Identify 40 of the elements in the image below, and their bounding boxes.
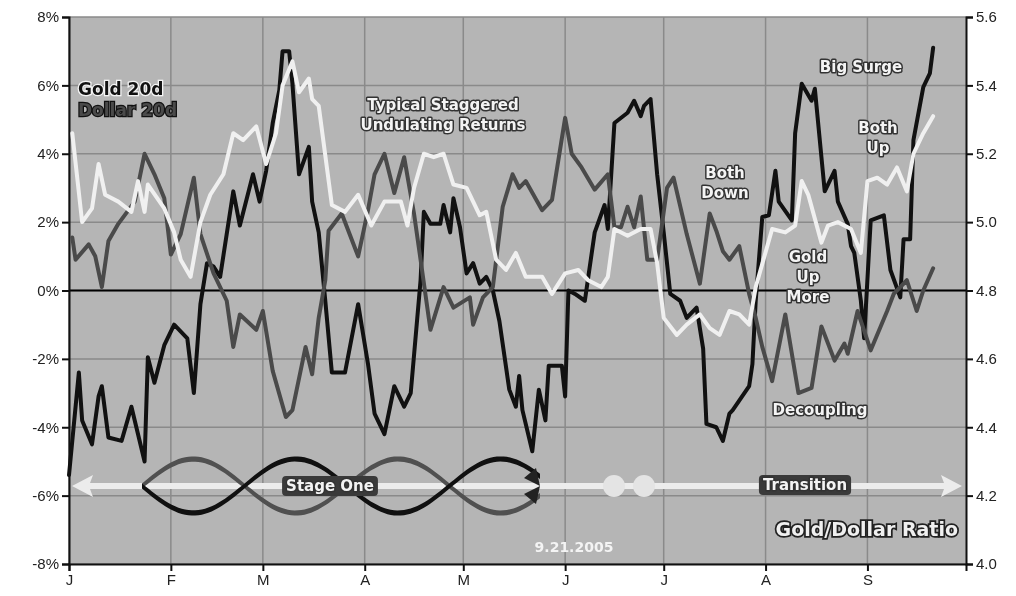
annotation: Both Down [701, 164, 749, 202]
x-tick-label: J [65, 570, 74, 588]
x-tick-label: A [761, 570, 772, 588]
y2-tick-label: 4.8 [976, 281, 997, 299]
x-tick-label: S [862, 570, 873, 588]
y2-tick-label: 5.2 [976, 145, 997, 163]
x-tick-label: A [360, 570, 371, 588]
y2-tick-label: 4.0 [976, 555, 997, 573]
line-series [70, 59, 936, 337]
y2-tick-label: 4.4 [976, 418, 997, 436]
y-tick-label: -2% [32, 350, 59, 368]
text: Gold 20d [78, 79, 164, 99]
y-tick-label: 0% [37, 281, 59, 299]
y-tick-label: 8% [37, 8, 59, 26]
y2-tick-label: 5.4 [976, 76, 997, 94]
y2-tick-label: 4.6 [976, 350, 997, 368]
annotation: Big Surge [819, 58, 903, 76]
y2-axis-title: Gold/Dollar Ratio [775, 518, 958, 540]
line-series [70, 115, 936, 419]
y2-tick-label: 4.2 [976, 486, 997, 504]
y-tick-label: 6% [37, 76, 59, 94]
x-tick-label: F [166, 570, 176, 588]
annotation: Stage One [286, 477, 374, 495]
annotation: 9.21.2005 [534, 539, 614, 555]
annotation: Transition [762, 476, 848, 494]
annotation: Typical Staggered Undulating Returns [360, 96, 526, 134]
y2-tick-label: 5.0 [976, 213, 997, 231]
y-tick-label: -4% [32, 418, 59, 436]
y-tick-label: 2% [37, 213, 59, 231]
y-tick-label: -8% [32, 555, 59, 573]
y-tick-label: -6% [32, 486, 59, 504]
y-tick-label: 4% [37, 145, 59, 163]
text: Dollar 20d [78, 100, 178, 120]
x-tick-label: J [561, 570, 570, 588]
x-tick-label: M [457, 570, 471, 588]
y2-tick-label: 5.6 [976, 8, 997, 26]
x-tick-label: M [257, 570, 270, 588]
annotation: Decoupling [772, 401, 868, 419]
annotation: Both Up [858, 119, 898, 157]
x-tick-label: J [660, 570, 668, 588]
